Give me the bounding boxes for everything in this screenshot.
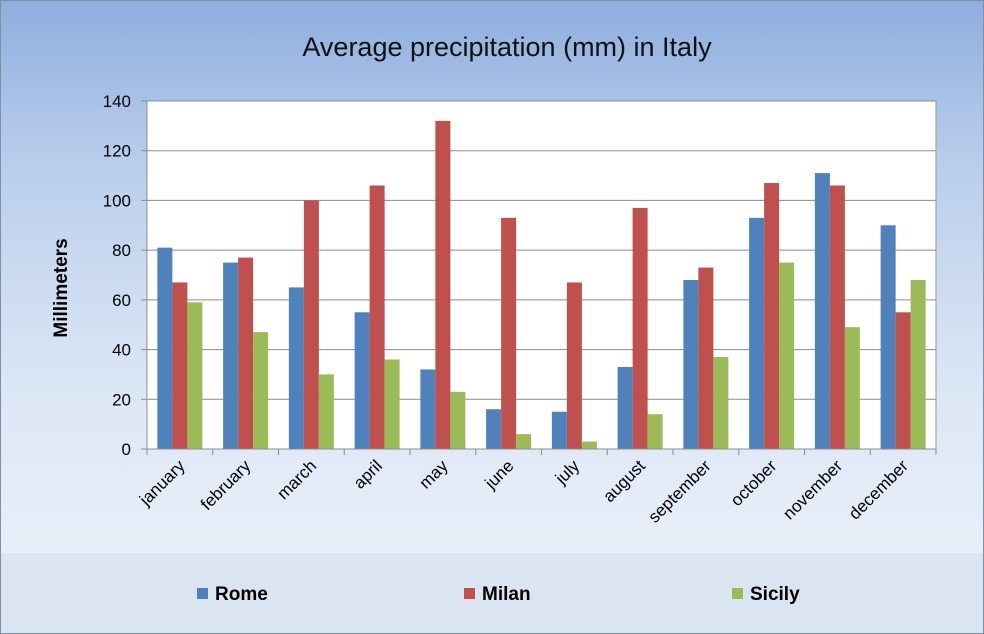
bar-sicily-december [910, 279, 926, 449]
bar-rome-november [814, 173, 830, 450]
bar-rome-january [157, 247, 173, 449]
legend-swatch-milan [464, 588, 475, 599]
bar-milan-september [698, 267, 714, 449]
bar-milan-january [172, 282, 188, 449]
bars [157, 120, 926, 450]
legend-label-sicily: Sicily [750, 584, 800, 605]
bar-sicily-june [516, 434, 532, 449]
plot-area [146, 100, 937, 450]
x-tick-label: june [481, 456, 518, 493]
x-tick-label: february [197, 456, 255, 514]
legend-label-milan: Milan [482, 584, 531, 605]
bar-sicily-february [253, 332, 269, 449]
y-tick-label: 140 [103, 92, 131, 111]
bar-sicily-july [581, 441, 597, 449]
y-tick-label: 100 [103, 191, 131, 210]
x-tick-label: april [350, 456, 386, 492]
bar-rome-august [617, 366, 633, 449]
y-tick-labels: 0 20 40 60 80 100 120 140 [103, 92, 131, 459]
legend-background [1, 553, 983, 633]
x-tick-label: march [273, 456, 320, 503]
bar-milan-october [764, 183, 780, 449]
y-axis-label: Millimeters [51, 238, 72, 337]
bar-milan-may [435, 120, 451, 449]
legend-label-rome: Rome [215, 584, 268, 605]
bar-rome-december [880, 225, 896, 449]
bar-sicily-march [318, 374, 334, 449]
y-tick-label: 120 [103, 142, 131, 161]
x-tick-label: november [779, 456, 846, 523]
bar-milan-april [369, 185, 385, 449]
bar-rome-march [288, 287, 304, 449]
bar-sicily-november [844, 327, 860, 449]
legend-swatch-rome [197, 588, 208, 599]
x-tick-label: october [727, 456, 781, 510]
bar-rome-june [486, 409, 502, 449]
bar-milan-november [829, 185, 845, 449]
bar-rome-september [683, 279, 699, 449]
x-tick-label: may [416, 456, 452, 492]
gridlines [141, 100, 936, 450]
x-tick-label: august [599, 456, 649, 506]
x-tick-label: december [845, 456, 912, 523]
bar-rome-april [354, 312, 370, 449]
bar-rome-october [749, 217, 765, 449]
x-tick-label: september [644, 456, 714, 526]
bar-sicily-january [187, 302, 203, 449]
y-tick-label: 80 [112, 241, 131, 260]
bar-rome-july [551, 411, 567, 449]
bar-milan-june [501, 217, 517, 449]
axes [146, 101, 937, 455]
bar-sicily-august [647, 414, 663, 449]
legend-swatch-sicily [732, 588, 743, 599]
x-tick-label: january [135, 456, 189, 510]
y-tick-label: 0 [122, 440, 131, 459]
bar-sicily-october [779, 262, 795, 449]
y-tick-label: 20 [112, 390, 131, 409]
legend: Rome Milan Sicily [197, 584, 800, 605]
y-tick-label: 40 [112, 341, 131, 360]
bar-rome-february [223, 262, 239, 449]
bar-milan-february [238, 257, 254, 449]
bar-milan-august [632, 207, 648, 449]
chart-title: Average precipitation (mm) in Italy [302, 32, 712, 62]
bar-sicily-may [450, 391, 466, 449]
x-tick-labels: january february march april may june july augu… [135, 456, 912, 527]
bar-milan-july [566, 282, 582, 449]
bar-milan-december [895, 312, 911, 449]
bar-sicily-april [384, 359, 400, 449]
bar-rome-may [420, 369, 436, 449]
bar-milan-march [303, 200, 319, 449]
x-tick-label: july [551, 456, 584, 489]
y-tick-label: 60 [112, 291, 131, 310]
bar-sicily-september [713, 357, 729, 449]
